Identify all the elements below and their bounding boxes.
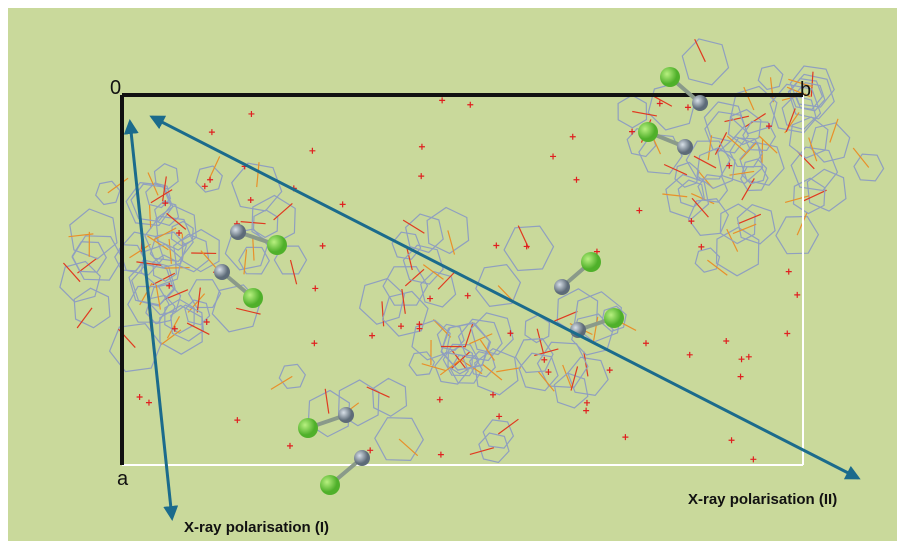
atom — [320, 475, 340, 495]
atom — [243, 288, 263, 308]
bond — [762, 139, 763, 164]
atom — [581, 252, 601, 272]
axis-label: a — [117, 468, 129, 490]
atom — [230, 224, 246, 240]
atom — [554, 279, 570, 295]
arrow-label: X-ray polarisation (I) — [184, 519, 329, 536]
atom — [267, 235, 287, 255]
origin-label: 0 — [110, 77, 121, 99]
atom — [338, 407, 354, 423]
atom — [298, 418, 318, 438]
atom — [660, 67, 680, 87]
axis-label: b — [800, 79, 811, 101]
atom — [638, 122, 658, 142]
arrow-label: X-ray polarisation (II) — [688, 491, 837, 508]
atom — [604, 308, 624, 328]
atom — [692, 95, 708, 111]
atom — [354, 450, 370, 466]
atom — [214, 264, 230, 280]
figure: 0 b a X-ray polarisation (I) X-ray polar… — [0, 0, 905, 549]
atom — [677, 139, 693, 155]
